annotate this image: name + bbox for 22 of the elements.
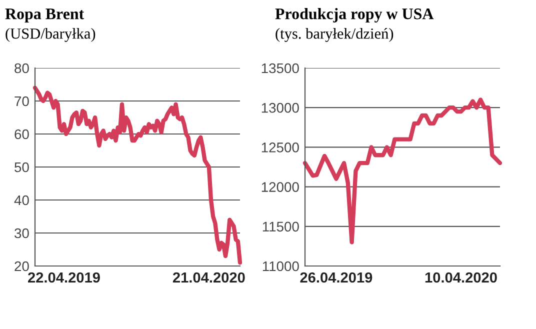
chart-title: Produkcja ropy w USA [275, 8, 434, 23]
x-tick-label: 22.04.2019 [28, 272, 100, 283]
x-tick-label: 26.04.2019 [300, 272, 372, 283]
y-tick-label: 60 [14, 129, 29, 140]
y-tick-label: 11000 [262, 261, 299, 272]
chart-title: Ropa Brent [5, 8, 84, 22]
y-tick-label: 30 [14, 228, 29, 238]
x-tick-label: 10.04.2020 [425, 272, 497, 283]
chart-subtitle: (tys. baryłek/dzień) [276, 28, 394, 42]
y-tick-label: 13500 [262, 63, 299, 74]
y-tick-label: 12500 [262, 142, 299, 152]
line-series [302, 98, 502, 244]
y-tick-label: 11500 [262, 222, 299, 232]
chart-subtitle: (USD/baryłka) [6, 28, 96, 42]
y-tick-label: 20 [14, 261, 29, 272]
y-tick-label: 12000 [262, 182, 299, 192]
y-tick-label: 70 [14, 96, 29, 106]
y-tick-label: 80 [14, 63, 29, 74]
y-tick-label: 50 [14, 162, 29, 172]
x-tick-label: 21.04.2020 [172, 272, 245, 283]
y-tick-label: 40 [14, 195, 29, 206]
y-tick-label: 13000 [262, 102, 299, 113]
